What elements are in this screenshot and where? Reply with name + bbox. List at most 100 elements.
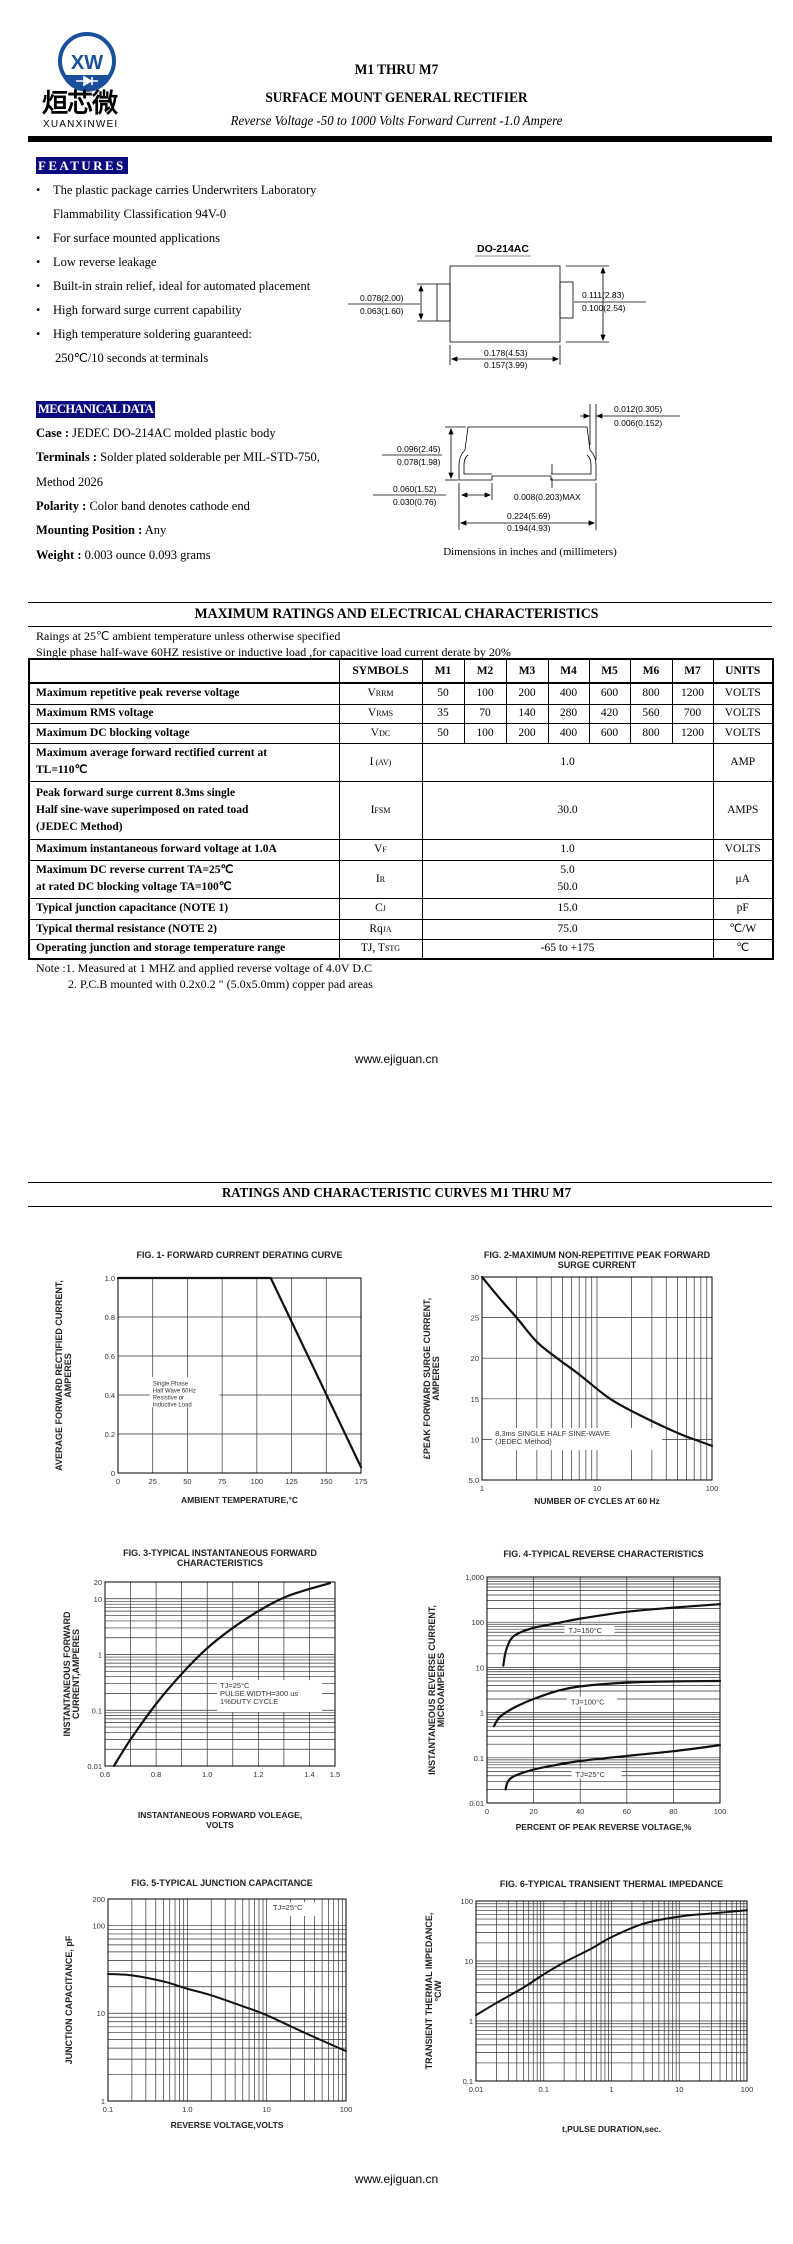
value-line: 1.0 (560, 843, 575, 855)
logo-name: XUANXINWEI (43, 119, 119, 130)
series-label-box (571, 1768, 622, 1779)
unit-cell: ℃/W (712, 918, 774, 940)
y-tick-label: 0.2 (105, 1430, 115, 1439)
series-curve (116, 1276, 363, 1469)
y-tick-label: 0.1 (92, 1706, 102, 1715)
symbol-cell: IFSM (338, 780, 423, 840)
x-tick-label: 150 (320, 1477, 333, 1486)
y-tick-label: 10 (471, 1435, 479, 1444)
y-tick-label: 25 (471, 1314, 479, 1323)
series-label-box (564, 1625, 615, 1636)
feature-text: For surface mounted applications (53, 231, 220, 245)
mechanical-item: Terminals : Solder plated solderable per… (36, 450, 320, 464)
symbol-sub: FSM (374, 805, 391, 815)
table-row: Operating junction and storage temperatu… (28, 938, 774, 960)
parameter-line: Maximum average forward rectified curren… (36, 747, 268, 759)
symbol-sub: RMS (376, 709, 394, 718)
mechanical-value: Any (142, 523, 167, 538)
y-tick-label: 10 (465, 1957, 473, 1966)
x-tick-label: 1 (480, 1484, 484, 1493)
symbol-main: V (374, 843, 383, 855)
parameter-line: Maximum instantaneous forward voltage at… (36, 843, 277, 855)
y-tick-label: 0.8 (105, 1313, 115, 1322)
table-row: Maximum instantaneous forward voltage at… (28, 838, 774, 861)
parameter-cell: Typical junction capacitance (NOTE 1) (28, 897, 340, 920)
y-tick-label: 1 (101, 2097, 105, 2106)
dim-label: 0.178(4.53) (484, 348, 528, 358)
ratings-table: SYMBOLS M1 M2 M3 M4 M5 M6 M7 UNITS Maximum repeti… (28, 658, 774, 960)
annotation-box (269, 1901, 315, 1916)
symbol-main: C (375, 902, 383, 914)
annotation-text: TJ=25°C (273, 1903, 303, 1912)
column-header: M6 (629, 658, 673, 684)
y-tick-label: 10 (476, 1663, 484, 1672)
series-curve (480, 1275, 714, 1447)
series-curve (504, 1744, 722, 1791)
y-axis-label: CURRENT,AMPERES (71, 1629, 81, 1719)
x-tick-label: 0.1 (539, 2085, 549, 2094)
series-label: TJ=25°C (576, 1770, 606, 1779)
y-tick-label: 100 (460, 1897, 473, 1906)
y-axis-label: AMPERES (63, 1353, 73, 1398)
y-tick-label: 0.01 (469, 1799, 484, 1808)
x-tick-label: 60 (623, 1807, 631, 1816)
chart-title: SURGE CURRENT (558, 1260, 637, 1270)
parameter-line: Operating junction and storage temperatu… (36, 942, 286, 955)
x-tick-label: 80 (669, 1807, 677, 1816)
column-header: M5 (588, 658, 631, 684)
x-tick-label: 175 (355, 1477, 368, 1486)
y-tick-label: 15 (471, 1395, 479, 1404)
feature-item: • The plastic package carries Underwriter… (36, 183, 316, 197)
column-header: SYMBOLS (338, 658, 423, 684)
symbol-sub: RRM (375, 689, 394, 699)
chart-title: FIG. 4-TYPICAL REVERSE CHARACTERISTICS (503, 1549, 703, 1559)
dim-label: 0.008(0.203)MAX (514, 492, 581, 502)
feature-text: Low reverse leakage (53, 255, 157, 269)
x-tick-label: 1.4 (304, 1770, 314, 1779)
chart-fig-3: FIG. 3-TYPICAL INSTANTANEOUS FORWARDCHAR… (62, 1548, 340, 1830)
x-tick-label: 10 (675, 2085, 683, 2094)
series-label: TJ=150°C (569, 1626, 603, 1635)
divider (28, 1182, 772, 1183)
dim-label: 0.030(0.76) (393, 497, 437, 507)
feature-item: • High forward surge current capability (36, 303, 242, 317)
chart-fig-4: FIG. 4-TYPICAL REVERSE CHARACTERISTICS 0 2… (427, 1549, 726, 1832)
x-tick-label: 1.2 (253, 1770, 263, 1779)
feature-text: The plastic package carries Underwriters… (53, 183, 317, 197)
column-header: M3 (505, 658, 549, 684)
chart-fig-5: FIG. 5-TYPICAL JUNCTION CAPACITANCE 0.1 1.… (64, 1878, 352, 2130)
chart-title: FIG. 3-TYPICAL INSTANTANEOUS FORWARD (123, 1548, 317, 1558)
feature-item: • Built-in strain relief, ideal for autom… (36, 279, 310, 293)
x-tick-label: 100 (714, 1807, 727, 1816)
unit-cell: AMP (712, 742, 774, 782)
value-line: 5.0 (560, 864, 575, 876)
y-tick-label: 5.0 (469, 1476, 479, 1485)
y-tick-label: 1,000 (465, 1573, 484, 1582)
chart-title: FIG. 5-TYPICAL JUNCTION CAPACITANCE (131, 1878, 313, 1888)
x-tick-label: 10 (262, 2105, 270, 2114)
value-cell: 400 (547, 722, 590, 744)
y-tick-label: 1.0 (105, 1274, 115, 1283)
website-link[interactable]: www.ejiguan.cn (354, 2172, 439, 2186)
parameter-line: Peak forward surge current 8.3ms single (36, 786, 236, 799)
symbol-sub: R (379, 874, 386, 884)
symbol-main: Rq (369, 922, 383, 935)
series-label-box (566, 1696, 617, 1707)
annotation-text: 1%DUTY CYCLE (220, 1697, 278, 1706)
value-cell: 30.0 (421, 780, 714, 840)
x-tick-label: 75 (218, 1477, 226, 1486)
dim-label: 0.096(2.45) (397, 444, 441, 454)
y-tick-label: 100 (471, 1618, 484, 1627)
parameter-line: Typical junction capacitance (NOTE 1) (36, 902, 229, 914)
unit-cell: AMPS (712, 780, 774, 840)
dim-label: 0.063(1.60) (360, 306, 404, 316)
x-tick-label: 10 (593, 1484, 601, 1493)
package-side-view-drawing: 0.012(0.305) 0.006(0.152) 0.096(2.45) 0.… (373, 404, 680, 533)
y-tick-label: 1 (98, 1651, 102, 1660)
parameter-line: (JEDEC Method) (36, 820, 123, 833)
website-link[interactable]: www.ejiguan.cn (354, 1052, 439, 1066)
feature-item: • High temperature soldering guaranteed: (36, 327, 252, 341)
symbol-sub: (AV) (373, 757, 392, 767)
value-cell: 100 (463, 682, 507, 705)
